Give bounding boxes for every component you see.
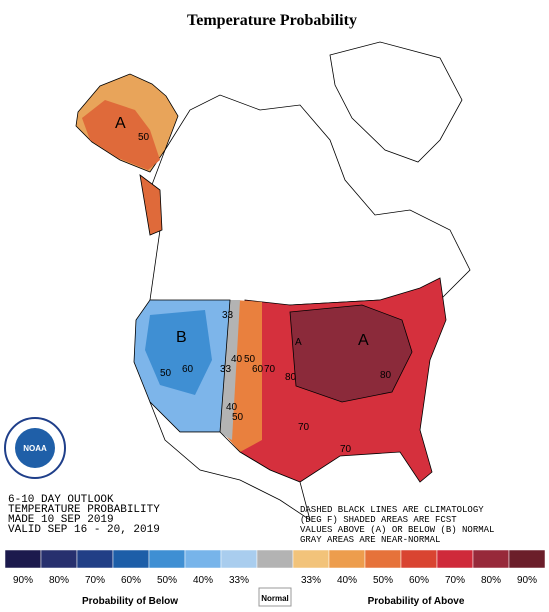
note-line: (DEG F) SHADED AREAS ARE FCST bbox=[300, 515, 457, 525]
legend-label: 80% bbox=[49, 575, 69, 586]
legend-label: 90% bbox=[517, 575, 537, 586]
map-label: A bbox=[295, 337, 302, 348]
legend-label: 90% bbox=[13, 575, 33, 586]
outlook-line: 6-10 DAY OUTLOOK bbox=[8, 494, 114, 506]
legend-swatch bbox=[112, 549, 150, 569]
legend-label: 60% bbox=[409, 575, 429, 586]
map-label: 50 bbox=[232, 412, 244, 423]
map-label: 50 bbox=[138, 132, 150, 143]
map-label: 70 bbox=[264, 364, 276, 375]
map-label: 60 bbox=[182, 364, 194, 375]
noaa-logo: NOAA bbox=[4, 417, 66, 479]
greenland bbox=[329, 41, 463, 163]
legend-swatch bbox=[472, 549, 510, 569]
legend-swatch bbox=[220, 549, 258, 569]
outlook-line: VALID SEP 16 - 20, 2019 bbox=[8, 524, 160, 536]
note-line: VALUES ABOVE (A) OR BELOW (B) NORMAL bbox=[300, 525, 494, 535]
legend-swatch bbox=[400, 549, 438, 569]
map-label: 40 bbox=[226, 402, 238, 413]
legend-label: 60% bbox=[121, 575, 141, 586]
mexico bbox=[149, 401, 311, 521]
legend-label: 33% bbox=[229, 575, 249, 586]
map-label: 70 bbox=[298, 422, 310, 433]
legend-swatch bbox=[508, 549, 546, 569]
map-label: 33 bbox=[220, 364, 232, 375]
above-title: Probability of Above bbox=[368, 596, 465, 607]
legend: 90% 80% 70% 60% 50% 40% 33% Normal 33% 40% 50% 60% 7… bbox=[4, 549, 546, 607]
canada bbox=[149, 94, 471, 306]
legend-swatch bbox=[40, 549, 78, 569]
legend-label: 50% bbox=[373, 575, 393, 586]
map-label: 80 bbox=[380, 370, 392, 381]
map-label: 80 bbox=[285, 372, 297, 383]
below-title: Probability of Below bbox=[82, 596, 178, 607]
note-line: DASHED BLACK LINES ARE CLIMATOLOGY bbox=[300, 505, 484, 515]
map-label: B bbox=[176, 329, 187, 346]
east-80 bbox=[289, 304, 413, 403]
outlook-line: MADE 10 SEP 2019 bbox=[8, 514, 114, 526]
legend-swatch bbox=[4, 549, 42, 569]
legend-label: 70% bbox=[85, 575, 105, 586]
alaska-60 bbox=[82, 100, 160, 170]
legend-label: 80% bbox=[481, 575, 501, 586]
map-label: 70 bbox=[340, 444, 352, 455]
legend-swatch bbox=[364, 549, 402, 569]
legend-swatch bbox=[292, 549, 330, 569]
map-label: 60 bbox=[252, 364, 264, 375]
legend-swatch bbox=[184, 549, 222, 569]
map-label: 50 bbox=[160, 368, 172, 379]
map-label: 40 bbox=[231, 354, 243, 365]
notes-text: DASHED BLACK LINES ARE CLIMATOLOGY(DEG F… bbox=[300, 505, 494, 545]
legend-label: 33% bbox=[301, 575, 321, 586]
west-50 bbox=[145, 310, 212, 395]
map-label: A bbox=[115, 115, 126, 132]
normal-label: Normal bbox=[261, 594, 289, 603]
note-line: GRAY AREAS ARE NEAR-NORMAL bbox=[300, 535, 440, 545]
map-labels: A 50 A B 33 40 50 60 70 50 60 80 A 80 70… bbox=[115, 115, 392, 455]
logo-text: NOAA bbox=[23, 444, 47, 453]
map bbox=[75, 41, 471, 521]
legend-label: 50% bbox=[157, 575, 177, 586]
logo-disc bbox=[15, 428, 55, 468]
legend-swatch bbox=[328, 549, 366, 569]
legend-swatch bbox=[148, 549, 186, 569]
legend-swatch bbox=[436, 549, 474, 569]
legend-label: 40% bbox=[337, 575, 357, 586]
outlook-line: TEMPERATURE PROBABILITY bbox=[8, 504, 160, 516]
us-gray bbox=[218, 300, 240, 440]
map-label: 33 bbox=[222, 310, 234, 321]
map-label: 50 bbox=[244, 354, 256, 365]
legend-label: 40% bbox=[193, 575, 213, 586]
legend-swatch bbox=[76, 549, 114, 569]
normal-box bbox=[258, 587, 292, 607]
legend-label: 70% bbox=[445, 575, 465, 586]
map-label: A bbox=[358, 332, 369, 349]
panhandle bbox=[139, 174, 163, 236]
legend-swatch bbox=[256, 549, 294, 569]
title: Temperature Probability bbox=[187, 12, 357, 29]
